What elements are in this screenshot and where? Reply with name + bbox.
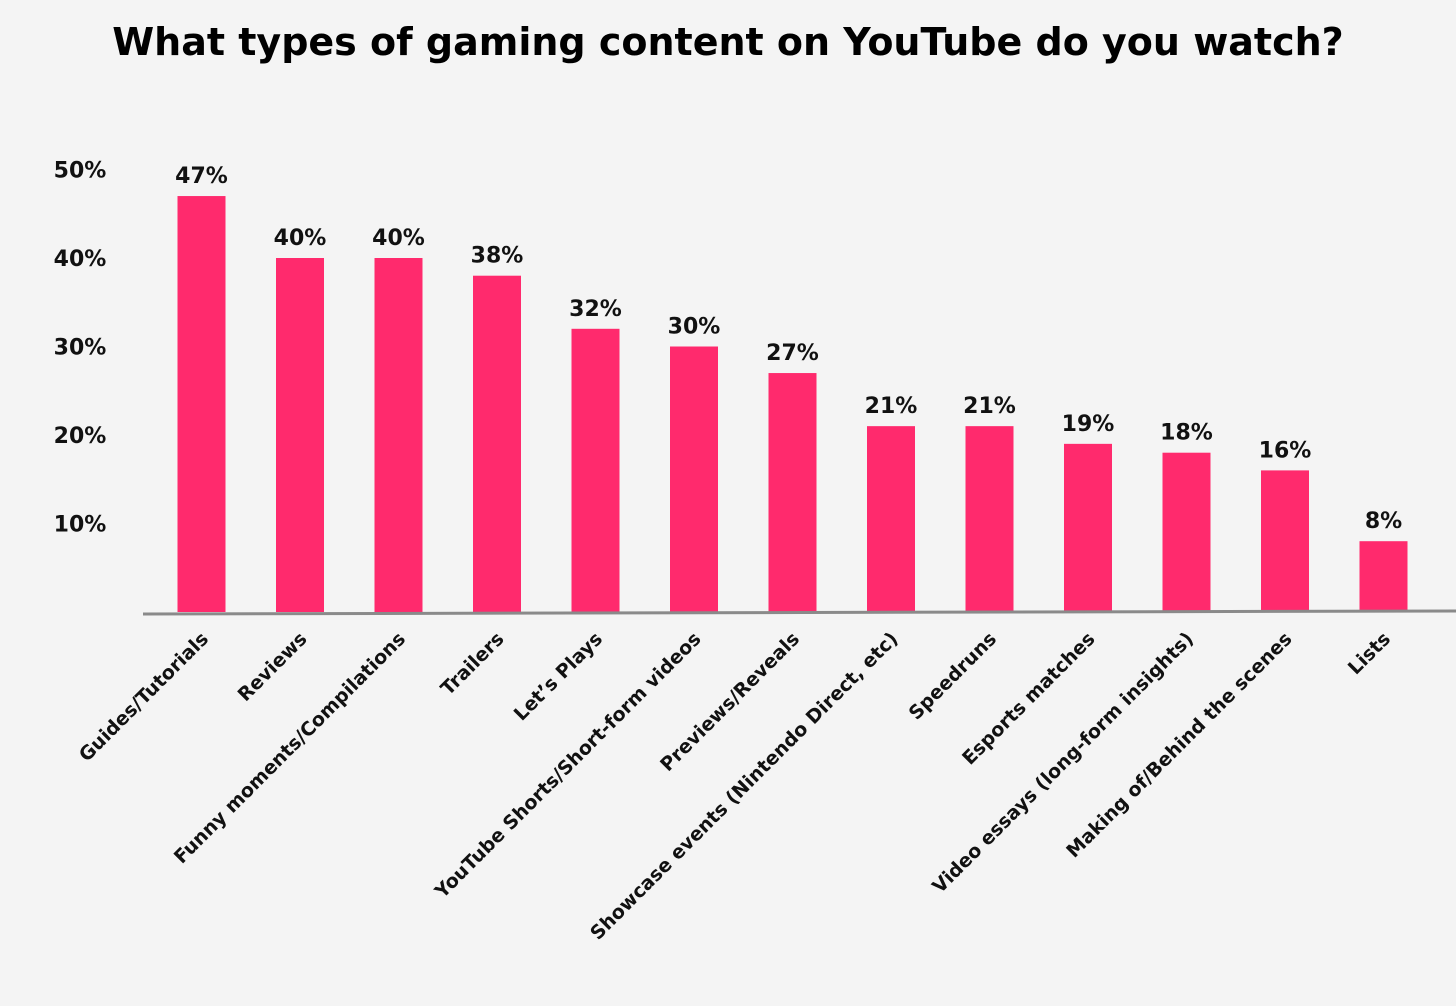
data-label: 32% xyxy=(569,297,622,322)
bar xyxy=(571,328,620,612)
bar xyxy=(867,426,915,612)
x-tick-label: Making of/Behind the scenes xyxy=(1062,628,1296,862)
bar xyxy=(276,258,324,612)
y-tick-label: 30% xyxy=(54,336,107,361)
bar xyxy=(768,373,817,612)
bar xyxy=(1064,443,1112,612)
bar xyxy=(473,275,521,612)
x-tick-label: Reviews xyxy=(234,628,312,706)
bar xyxy=(374,258,423,612)
x-tick-label: Lists xyxy=(1344,628,1395,679)
bar xyxy=(670,346,718,612)
bar xyxy=(177,196,226,613)
data-label: 8% xyxy=(1365,509,1402,534)
data-label: 30% xyxy=(668,315,721,340)
data-label: 21% xyxy=(865,394,918,419)
data-label: 19% xyxy=(1062,412,1115,437)
data-label: 16% xyxy=(1259,438,1312,463)
data-label: 40% xyxy=(372,226,425,251)
data-label: 27% xyxy=(766,341,819,366)
x-axis-line xyxy=(142,609,1456,616)
data-label: 38% xyxy=(471,244,524,269)
chart-title: What types of gaming content on YouTube … xyxy=(112,20,1344,64)
x-tick-label: Trailers xyxy=(437,628,509,700)
bar xyxy=(1359,541,1408,612)
data-label: 40% xyxy=(274,226,327,251)
bar xyxy=(1162,452,1211,612)
x-tick-label: Speedruns xyxy=(905,628,1001,724)
x-tick-label: Guides/Tutorials xyxy=(75,628,213,766)
x-tick-label: Let’s Plays xyxy=(510,628,607,725)
bar xyxy=(1261,470,1309,612)
y-tick-label: 10% xyxy=(54,513,107,538)
bar xyxy=(965,426,1014,612)
data-label: 47% xyxy=(175,164,228,189)
data-label: 18% xyxy=(1160,421,1213,446)
y-tick-label: 40% xyxy=(54,247,107,272)
y-tick-label: 20% xyxy=(54,424,107,449)
data-label: 21% xyxy=(963,394,1016,419)
y-tick-label: 50% xyxy=(54,159,107,184)
